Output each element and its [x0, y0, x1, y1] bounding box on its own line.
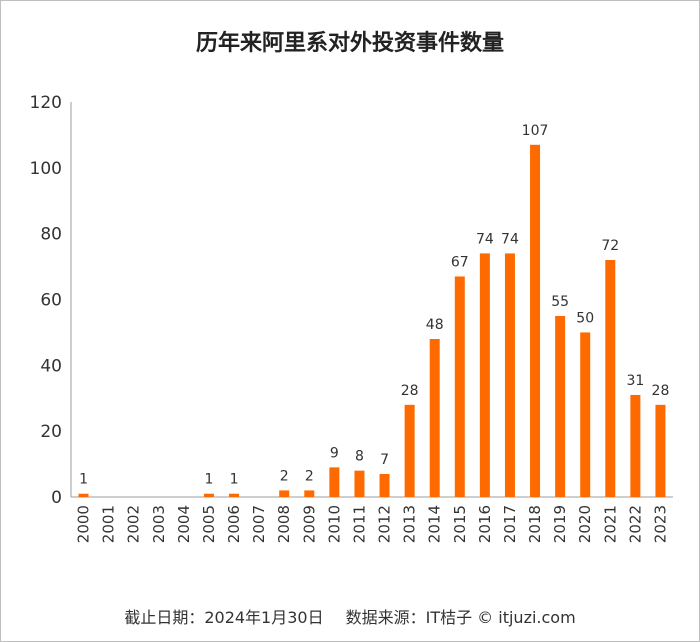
x-tick-label-2003: 2003 [150, 505, 168, 543]
bar-2000 [78, 493, 89, 497]
x-tick-label-2000: 2000 [75, 505, 93, 543]
data-label-2005: 1 [204, 472, 213, 488]
chart-title: 历年来阿里系对外投资事件数量 [195, 31, 504, 56]
data-label-2017: 74 [501, 231, 519, 247]
x-tick-label-2019: 2019 [551, 505, 569, 543]
x-tick-label-2006: 2006 [225, 505, 243, 543]
y-tick-label: 80 [40, 225, 62, 245]
bar-2006 [229, 493, 240, 497]
data-label-2008: 2 [280, 468, 289, 484]
x-tick-label-2012: 2012 [376, 505, 394, 543]
bar-2020 [580, 332, 591, 497]
x-tick-label-2017: 2017 [501, 505, 519, 543]
x-tick-label-2021: 2021 [601, 505, 619, 543]
data-label-2009: 2 [305, 468, 314, 484]
y-tick-label: 100 [30, 159, 62, 179]
data-label-2014: 48 [426, 317, 444, 333]
bar-2015 [454, 276, 465, 497]
bar-2009 [304, 490, 315, 497]
x-tick-label-2020: 2020 [576, 505, 594, 543]
data-label-2000: 1 [79, 472, 88, 488]
x-tick-label-2009: 2009 [300, 505, 318, 543]
x-tick-label-2022: 2022 [626, 505, 644, 543]
y-tick-label: 20 [40, 422, 62, 442]
data-label-2011: 8 [355, 449, 364, 465]
x-tick-label-2007: 2007 [250, 505, 268, 543]
bar-2012 [379, 473, 390, 497]
bar-2022 [630, 394, 641, 497]
x-tick-label-2014: 2014 [426, 505, 444, 543]
bar-2010 [329, 467, 340, 497]
data-label-2016: 74 [476, 231, 494, 247]
x-tick-label-2001: 2001 [100, 505, 118, 543]
y-tick-label: 60 [40, 291, 62, 311]
x-tick-label-2018: 2018 [526, 505, 544, 543]
bar-2016 [479, 253, 490, 497]
bar-2014 [429, 339, 440, 497]
y-tick-label: 0 [51, 488, 62, 508]
y-tick-label: 120 [30, 93, 62, 113]
data-label-2010: 9 [330, 445, 339, 461]
data-label-2019: 55 [551, 294, 569, 310]
x-tick-label-2010: 2010 [325, 505, 343, 543]
data-label-2013: 28 [401, 383, 419, 399]
x-tick-label-2013: 2013 [401, 505, 419, 543]
bar-2011 [354, 470, 365, 497]
chart-footer: 截止日期：2024年1月30日 数据来源：IT桔子 © itjuzi.com [1, 604, 699, 628]
bar-2013 [404, 404, 415, 497]
bar-2018 [530, 144, 541, 497]
x-tick-label-2004: 2004 [175, 505, 193, 543]
footer-source: 数据来源：IT桔子 © itjuzi.com [345, 608, 576, 627]
data-label-2012: 7 [380, 452, 389, 468]
y-tick-label: 40 [40, 356, 62, 376]
bar-chart: 0 20 40 60 80 100 120 1 2000 2001 2002 2003 2004 1 200… [30, 93, 673, 543]
x-tick-label-2008: 2008 [275, 505, 293, 543]
x-tick-label-2023: 2023 [651, 505, 669, 543]
bar-2005 [203, 493, 214, 497]
data-label-2022: 31 [626, 373, 644, 389]
data-label-2006: 1 [230, 472, 239, 488]
data-label-2023: 28 [652, 383, 670, 399]
bar-2019 [555, 315, 566, 497]
x-tick-label-2002: 2002 [125, 505, 143, 543]
data-label-2020: 50 [576, 310, 594, 326]
footer-date: 截止日期：2024年1月30日 [124, 608, 324, 627]
x-tick-label-2011: 2011 [350, 505, 368, 543]
bar-2017 [504, 253, 515, 497]
x-tick-label-2016: 2016 [476, 505, 494, 543]
x-tick-label-2015: 2015 [451, 505, 469, 543]
bar-2021 [605, 260, 616, 497]
data-label-2015: 67 [451, 254, 469, 270]
data-label-2021: 72 [601, 238, 619, 254]
bar-2008 [279, 490, 290, 497]
x-tick-label-2005: 2005 [200, 505, 218, 543]
data-label-2018: 107 [522, 123, 549, 139]
bar-2023 [655, 404, 666, 497]
